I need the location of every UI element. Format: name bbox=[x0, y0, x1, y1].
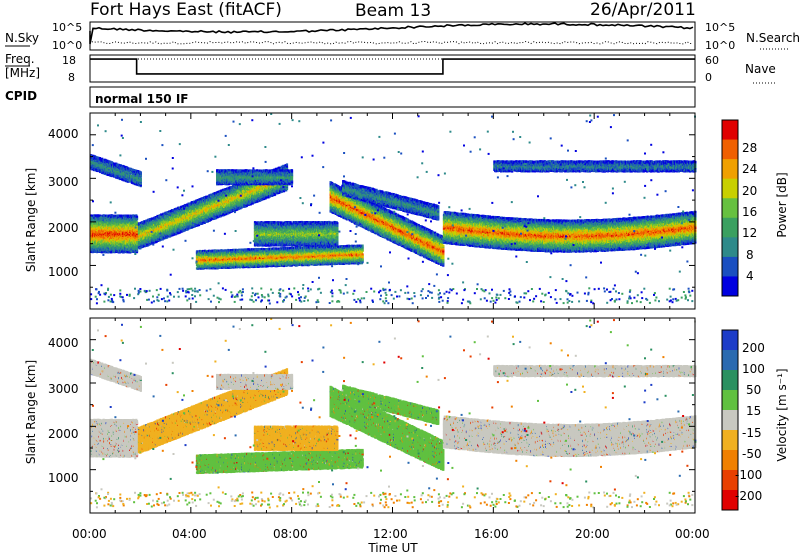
freq-tick-top: 18 bbox=[62, 54, 76, 67]
station-title: Fort Hays East (fitACF) bbox=[90, 0, 282, 20]
noise-search-line bbox=[90, 42, 693, 45]
freq-line bbox=[90, 59, 695, 74]
freq-tick-bottom: 8 bbox=[68, 71, 75, 84]
figure: Fort Hays East (fitACF) Beam 13 26/Apr/2… bbox=[0, 0, 800, 554]
noise-lines bbox=[90, 23, 693, 44]
noise-right-tick-bottom: 10^0 bbox=[705, 39, 735, 52]
nave-label: Nave bbox=[745, 62, 776, 76]
freq-label-1: Freq. bbox=[5, 52, 35, 66]
freq-lines bbox=[90, 59, 695, 74]
noise-left-tick-top: 10^5 bbox=[52, 21, 82, 34]
power-scatter bbox=[90, 113, 697, 305]
nave-tick-bottom: 0 bbox=[705, 71, 712, 84]
noise-right-tick-top: 10^5 bbox=[705, 21, 735, 34]
nave-tick-top: 60 bbox=[705, 54, 719, 67]
freq-label-2: [MHz] bbox=[5, 66, 40, 80]
cpid-value: normal 150 IF bbox=[95, 92, 189, 106]
noise-sky-line bbox=[90, 23, 693, 44]
noise-right-label: N.Search bbox=[746, 31, 800, 45]
noise-left-tick-bottom: 10^0 bbox=[52, 39, 82, 52]
date-title: 26/Apr/2011 bbox=[590, 0, 696, 20]
cpid-label: CPID bbox=[5, 89, 37, 103]
beam-title: Beam 13 bbox=[355, 1, 431, 21]
noise-left-label: N.Sky bbox=[5, 31, 39, 45]
